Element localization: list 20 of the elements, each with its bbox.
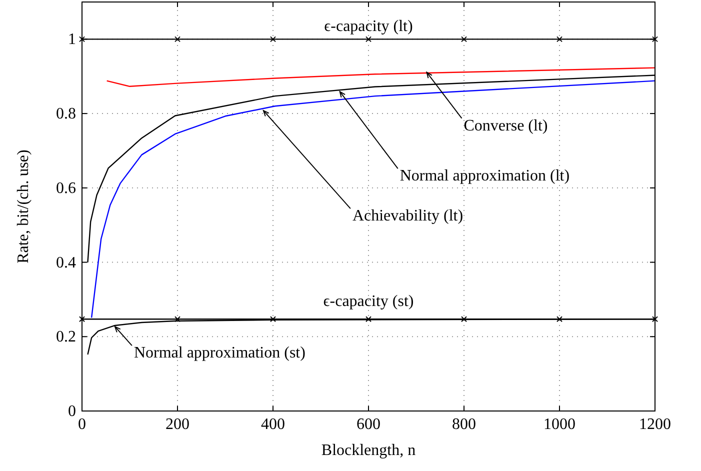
annotation: Normal approximation (st) — [134, 344, 306, 362]
x-tick-label: 400 — [261, 416, 285, 433]
x-tick-label: 800 — [452, 416, 476, 433]
annotation: Converse (lt) — [464, 117, 548, 134]
x-tick-label: 200 — [166, 416, 190, 433]
y-tick-label: 0 — [68, 403, 76, 420]
annotation: ϵ-capacity (st) — [323, 293, 414, 310]
x-tick-label: 1200 — [639, 416, 671, 433]
annotation: ϵ-capacity (lt) — [324, 18, 413, 36]
x-tick-label: 600 — [356, 416, 380, 433]
y-tick-label: 0.4 — [56, 254, 76, 272]
x-tick-label: 1000 — [544, 416, 576, 433]
y-axis-title: Rate, bit/(ch. use) — [15, 150, 32, 264]
y-tick-label: 0.6 — [56, 180, 76, 197]
y-tick-label: 0.2 — [56, 328, 76, 346]
annotation: Normal approximation (lt) — [400, 168, 570, 185]
y-tick-label: 0.8 — [56, 106, 76, 123]
y-tick-label: 1 — [68, 31, 76, 48]
x-axis-title: Blocklength, n — [321, 442, 416, 459]
annotation: Achievability (lt) — [352, 208, 464, 225]
